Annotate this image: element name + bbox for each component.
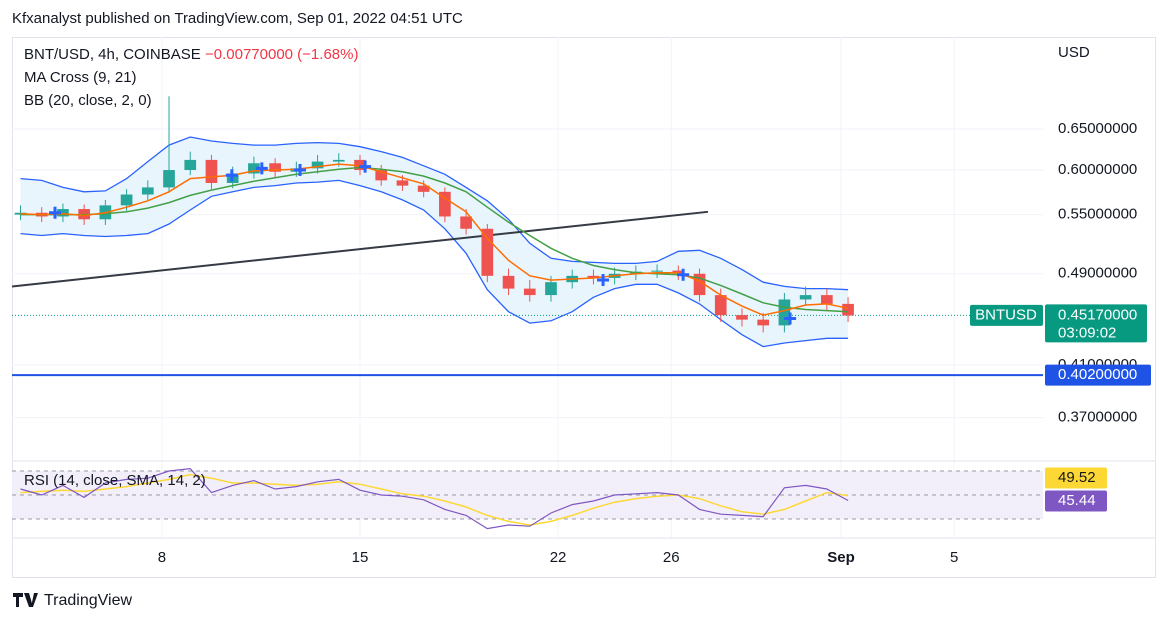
y-tick-label: 0.55000000	[1058, 206, 1137, 223]
candle-body	[821, 295, 833, 304]
candle-body	[523, 288, 536, 296]
x-tick-label: 26	[663, 549, 680, 566]
currency: USD	[1058, 44, 1090, 61]
x-tick-label: 8	[158, 549, 166, 566]
rsi-ma-box	[1045, 467, 1107, 489]
cross-marker	[225, 169, 238, 182]
rsi-label: RSI (14, close, SMA, 14, 2)	[24, 472, 206, 489]
rsi-ma-line	[20, 473, 849, 526]
candle-body	[842, 303, 854, 316]
candle-body	[587, 275, 600, 278]
candle-body	[14, 212, 27, 215]
candle-body	[799, 295, 812, 300]
last-price-label: 0.45170000	[1058, 306, 1137, 323]
y-tick-label: 0.37000000	[1058, 409, 1137, 426]
candle-body	[269, 163, 281, 172]
rsi-box	[1045, 490, 1107, 512]
y-tick-label: 0.49000000	[1058, 265, 1137, 282]
last-price-box	[1045, 304, 1147, 343]
brand: TradingView	[44, 592, 132, 609]
candle-body	[460, 216, 472, 229]
change: −0.00770000 (−1.68%)	[205, 46, 358, 63]
logo	[13, 593, 38, 607]
y-tick-label: 0.65000000	[1058, 120, 1137, 137]
candle-body	[205, 159, 218, 184]
x-tick-label: 5	[950, 549, 958, 566]
candle-body	[141, 187, 154, 195]
ma-line	[20, 166, 849, 313]
candle-body	[778, 299, 791, 326]
candle-body	[651, 270, 663, 272]
y-tick-label: 0.60000000	[1058, 161, 1137, 178]
x-tick-label: 22	[550, 549, 567, 566]
candle-body	[736, 315, 748, 320]
symbol: BNT/USD, 4h, COINBASE	[24, 46, 201, 63]
cross-marker	[294, 164, 307, 177]
cross-marker	[49, 206, 62, 219]
candle-body	[57, 209, 69, 217]
x-tick-label: Sep	[827, 549, 855, 566]
cross-marker	[677, 268, 690, 281]
ma-line	[20, 163, 849, 316]
bb-label: BB (20, close, 2, 0)	[24, 92, 152, 109]
bb-line	[20, 136, 849, 291]
rsi-line	[20, 467, 849, 530]
support-label-box	[1045, 364, 1151, 386]
x-tick-label: 15	[352, 549, 369, 566]
candle-body	[120, 194, 133, 206]
cross-marker	[784, 312, 797, 325]
rsi-ma-value: 49.52	[1058, 469, 1096, 486]
candle-body	[332, 159, 345, 162]
rsi-value: 45.44	[1058, 492, 1096, 509]
cross-marker	[359, 160, 372, 173]
candle-body	[354, 159, 366, 171]
countdown: 03:09:02	[1058, 324, 1116, 341]
candle-body	[502, 275, 515, 289]
cross-marker	[597, 274, 610, 287]
candle-body	[714, 295, 727, 316]
bb-line	[20, 179, 849, 348]
bb-fill	[20, 136, 849, 347]
candle-body	[184, 159, 197, 171]
candle-body	[375, 170, 388, 181]
candle-body	[163, 170, 175, 188]
symbol-box	[970, 304, 1043, 326]
candle-body	[248, 163, 260, 174]
trendline	[11, 210, 709, 288]
candle-body	[545, 282, 557, 296]
ma-cross-label: MA Cross (9, 21)	[24, 69, 137, 86]
publisher: Kfxanalyst published on TradingView.com,…	[12, 10, 463, 27]
candle-body	[693, 273, 706, 296]
candle-body	[396, 180, 409, 186]
cross-marker	[255, 162, 268, 175]
candle-body	[757, 319, 770, 326]
support-label: 0.40200000	[1058, 366, 1137, 383]
symbol-label: BNTUSD	[975, 306, 1037, 323]
candle-body	[417, 185, 430, 192]
plot-layer: 8 15 22 26 Sep 5 0.65000000 0.60000000 0.5500000…	[11, 37, 1155, 566]
candle-body	[481, 228, 494, 276]
candle-body	[439, 191, 451, 217]
candle-body	[311, 161, 324, 169]
